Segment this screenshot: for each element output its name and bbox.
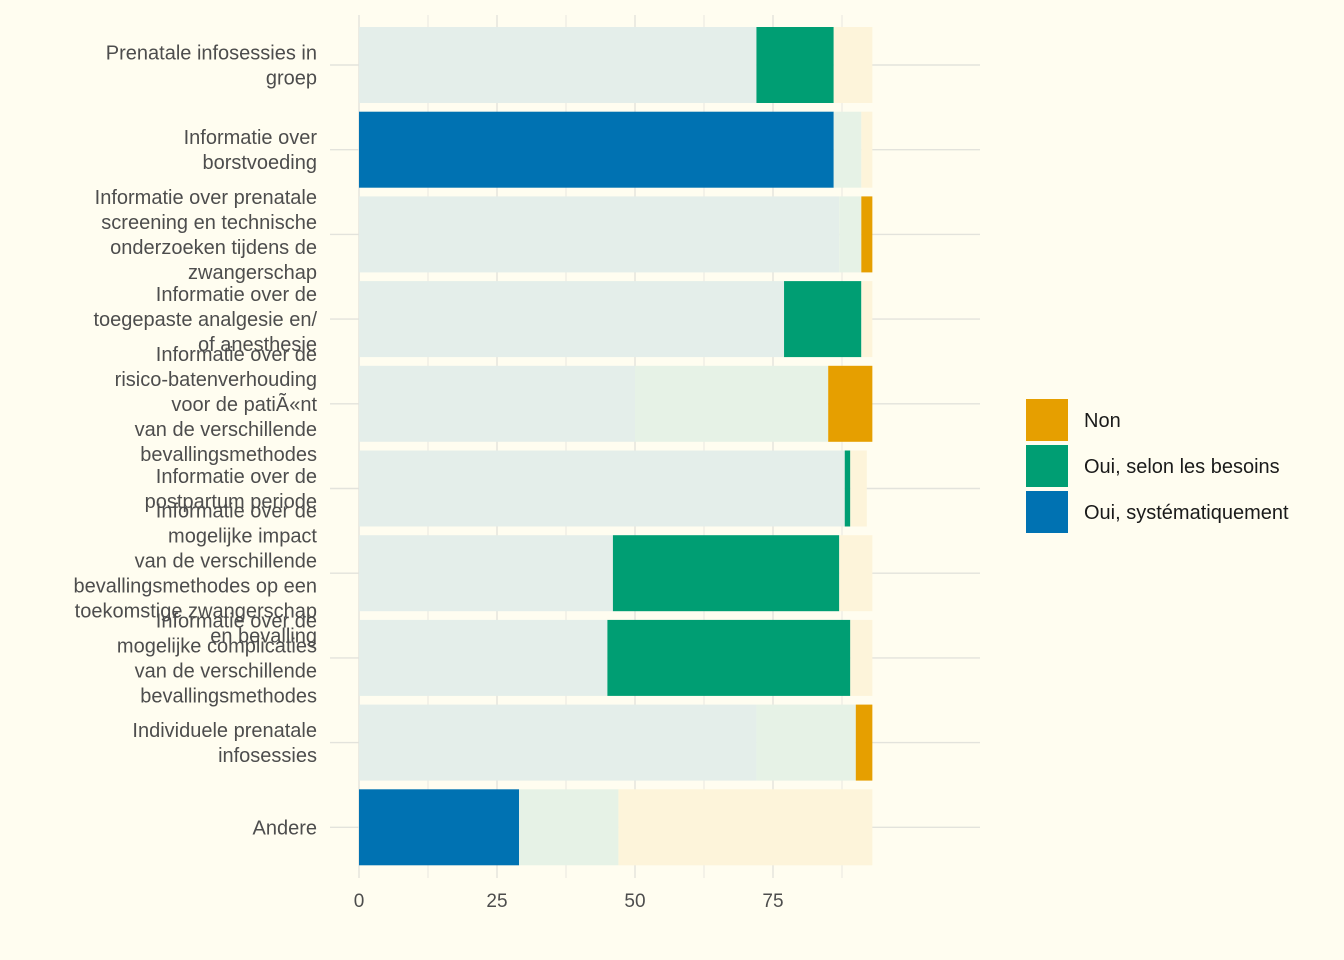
category-labels: Prenatale infosessies in groep Informatie … (73, 43, 317, 840)
bar-segment-oui-selon-les-besoins (612, 535, 840, 612)
category-label: Informatie over de postpartum periode (145, 466, 317, 513)
bar-segment-non (839, 535, 873, 612)
legend-swatch (1026, 399, 1068, 441)
bar-segment-non (828, 365, 873, 442)
bar-segment-oui-syst-matiquement (359, 619, 608, 696)
bar-segment-oui-selon-les-besoins (784, 281, 862, 358)
bar-segment-non (833, 27, 873, 103)
bar-segment-oui-syst-matiquement (359, 704, 757, 781)
bar-segment-non (861, 281, 873, 358)
category-label-line: Andere (253, 817, 318, 839)
category-label-line: risico-batenverhouding (115, 369, 317, 391)
category-label-line: Informatie over (184, 127, 318, 149)
category-label: Informatie over de risico-batenverhouding… (115, 344, 318, 466)
legend-label: Non (1084, 410, 1121, 432)
category-label-line: onderzoeken tijdens de (110, 237, 317, 259)
category-label-line: toekomstige zwangerschap (75, 601, 317, 623)
x-tick-label: 25 (486, 891, 507, 912)
category-label: Informatie over borstvoeding (184, 127, 318, 174)
bar-segment-oui-selon-les-besoins (839, 196, 862, 273)
category-label: Informatie over de mogelijke complicaties… (117, 610, 317, 707)
bars (359, 27, 873, 866)
category-label-line: mogelijke impact (168, 526, 317, 548)
category-label: Informatie over de toegepaste analgesie e… (93, 284, 317, 356)
category-label: Informatie over prenatale screening en te… (95, 187, 317, 284)
bar-segment-oui-syst-matiquement (359, 281, 785, 358)
category-label-line: Individuele prenatale (132, 720, 317, 742)
legend-label: Oui, systématiquement (1084, 502, 1289, 524)
bar-segment-oui-syst-matiquement (359, 450, 845, 527)
bar-segment-oui-selon-les-besoins (844, 450, 851, 527)
category-label-line: infosessies (218, 745, 317, 767)
bar-segment-oui-selon-les-besoins (756, 704, 856, 781)
category-label-line: Informatie over de (156, 284, 317, 306)
bar-segment-non (850, 619, 873, 696)
x-tick-label: 50 (624, 891, 645, 912)
category-label-line: Informatie over prenatale (95, 187, 317, 209)
x-tick-label: 75 (762, 891, 783, 912)
category-label: Individuele prenatale infosessies (132, 720, 317, 767)
category-label: Prenatale infosessies in groep (106, 43, 317, 90)
category-label: Andere (253, 817, 318, 839)
bar-segment-non (850, 450, 867, 527)
bar-segment-non (861, 111, 873, 188)
category-label-line: Informatie over de (156, 610, 317, 632)
category-label-line: zwangerschap (188, 262, 317, 284)
category-label-line: postpartum periode (145, 491, 317, 513)
x-tick-label: 0 (354, 891, 365, 912)
bar-segment-oui-selon-les-besoins (635, 365, 829, 442)
bar-segment-non (855, 704, 873, 781)
bar-segment-oui-selon-les-besoins (756, 27, 834, 103)
x-axis-tick-labels: 0 25 50 75 (354, 891, 784, 912)
bar-segment-oui-syst-matiquement (359, 789, 520, 866)
category-label-line: van de verschillende (135, 551, 317, 573)
bar-segment-oui-syst-matiquement (359, 196, 840, 273)
bar-segment-oui-syst-matiquement (359, 535, 613, 612)
category-label-line: bevallingsmethodes (140, 685, 317, 707)
category-label-line: van de verschillende (135, 419, 317, 441)
category-label-line: bevallingsmethodes (140, 444, 317, 466)
category-label-line: Informatie over de (156, 501, 317, 523)
category-label-line: Prenatale infosessies in (106, 43, 317, 65)
bar-segment-non (861, 196, 873, 273)
legend-swatch (1026, 445, 1068, 487)
category-label-line: van de verschillende (135, 660, 317, 682)
bar-segment-oui-selon-les-besoins (607, 619, 851, 696)
bar-segment-oui-syst-matiquement (359, 27, 757, 103)
category-label-line: mogelijke complicaties (117, 635, 317, 657)
category-label-line: toegepaste analgesie en/ (93, 309, 317, 331)
category-label-line: voor de patiÃ«nt (171, 392, 317, 416)
category-label: Informatie over de mogelijke impact van de… (73, 501, 317, 648)
category-label-line: screening en technische (101, 212, 317, 234)
bar-segment-non (618, 789, 873, 866)
category-label-line: bevallingsmethodes op een (73, 576, 317, 598)
legend-label: Oui, selon les besoins (1084, 456, 1280, 478)
category-label-line: Informatie over de (156, 466, 317, 488)
category-label-line: borstvoeding (202, 152, 317, 174)
category-label-line: en bevalling (210, 626, 317, 648)
bar-segment-oui-syst-matiquement (359, 365, 635, 442)
legend: Non Oui, selon les besoins Oui, systématiq… (1026, 399, 1289, 533)
bar-segment-oui-selon-les-besoins (833, 111, 862, 188)
category-label-line: groep (266, 68, 317, 90)
bar-segment-oui-selon-les-besoins (519, 789, 619, 866)
bar-segment-oui-syst-matiquement (359, 111, 834, 188)
category-label-line: Informatie over de (156, 344, 317, 366)
legend-swatch (1026, 491, 1068, 533)
category-label-line: of anesthesie (198, 334, 317, 356)
